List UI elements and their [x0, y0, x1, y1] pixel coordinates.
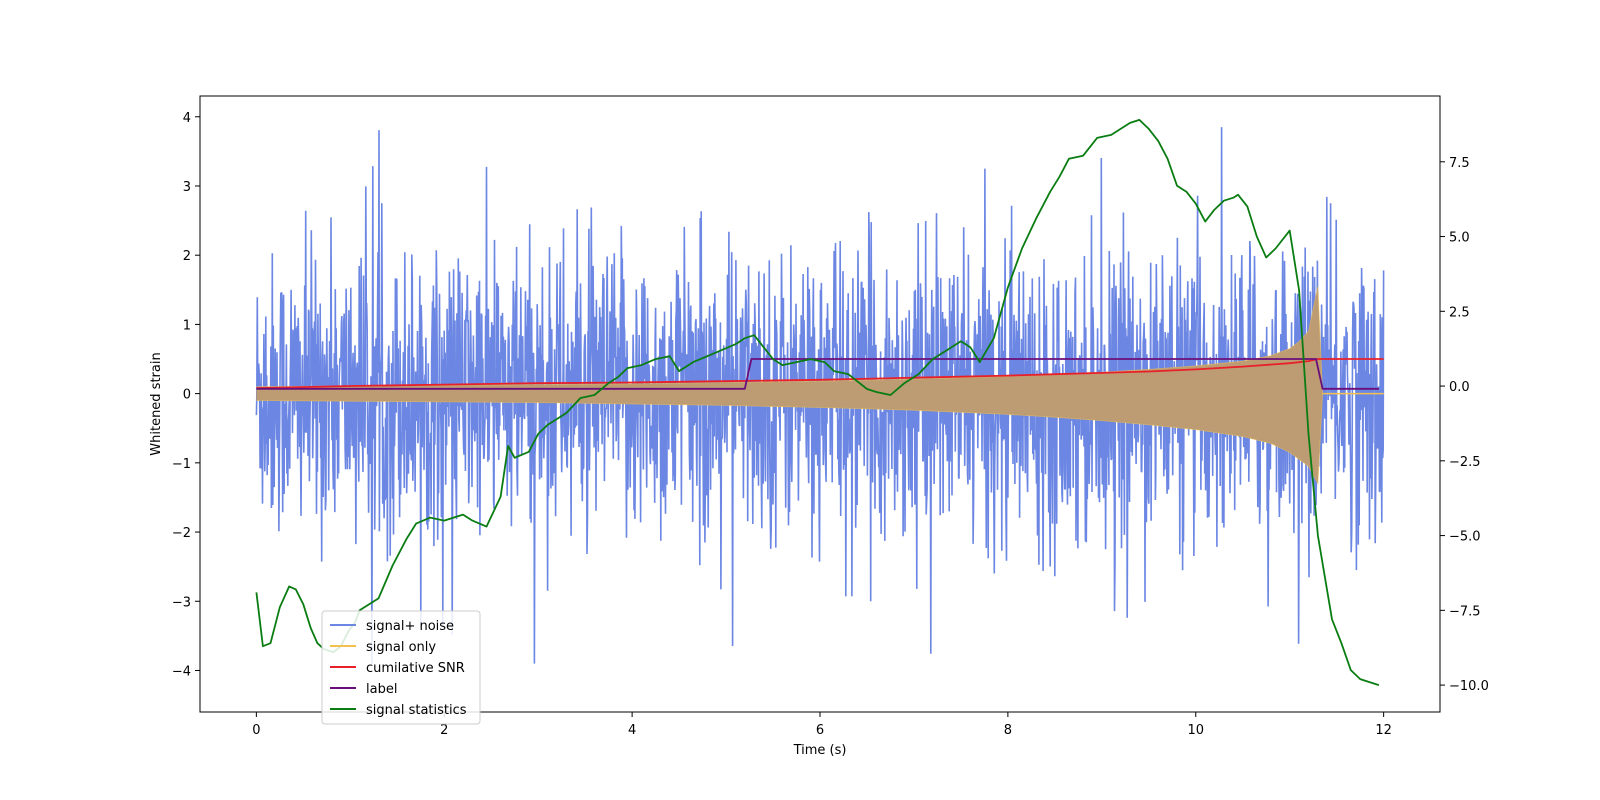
legend-label: signal only	[366, 640, 436, 655]
series-line-cumilative-snr	[256, 358, 1384, 389]
legend-label: cumilative SNR	[366, 661, 465, 676]
legend-label: signal statistics	[366, 703, 467, 718]
y2-tick-label: 5.0	[1449, 231, 1470, 246]
legend-label: label	[366, 682, 397, 697]
y-tick-label: 2	[183, 249, 191, 264]
y-tick-label: −4	[172, 664, 191, 679]
x-tick-label: 4	[628, 723, 636, 738]
x-tick-label: 8	[1004, 723, 1012, 738]
y-tick-label: −2	[172, 526, 191, 541]
y2-tick-label: −7.5	[1449, 604, 1481, 619]
x-tick-label: 0	[252, 723, 260, 738]
y-axis-right: −10.0 −7.5 −5.0 −2.5 0.0 2.5 5.0 7.5	[1440, 156, 1489, 694]
y2-tick-label: 7.5	[1449, 156, 1470, 171]
y2-tick-label: −10.0	[1449, 679, 1489, 694]
y-axis-left: −4 −3 −2 −1 0 1 2 3 4	[172, 111, 200, 679]
y2-tick-label: −5.0	[1449, 530, 1481, 545]
y-tick-label: 3	[183, 180, 191, 195]
y-tick-label: 0	[183, 388, 191, 403]
y-axis-label: Whitened strain	[149, 352, 164, 455]
series-line-signal-statistics	[255, 119, 1380, 686]
x-axis-label: Time (s)	[793, 743, 847, 758]
y-tick-label: 4	[183, 111, 191, 126]
plot-area	[255, 119, 1385, 686]
legend-box	[321, 610, 481, 725]
signal-only-lower-edge	[256, 393, 1323, 486]
y2-tick-label: 0.0	[1449, 380, 1470, 395]
y2-tick-label: 2.5	[1449, 305, 1470, 320]
legend-label: signal+ noise	[366, 619, 454, 634]
y-tick-label: −3	[172, 595, 191, 610]
x-tick-label: 2	[440, 723, 448, 738]
series-line-label	[256, 358, 1379, 390]
y-tick-label: −1	[172, 457, 191, 472]
signal-only-envelope	[256, 286, 1323, 484]
x-tick-label: 10	[1187, 723, 1204, 738]
y2-tick-label: −2.5	[1449, 455, 1481, 470]
x-tick-label: 6	[816, 723, 824, 738]
y-tick-label: 1	[183, 318, 191, 333]
x-tick-label: 12	[1375, 723, 1392, 738]
legend: signal+ noise signal only cumilative SNR la…	[321, 610, 481, 725]
line-series-layer	[255, 119, 1384, 686]
